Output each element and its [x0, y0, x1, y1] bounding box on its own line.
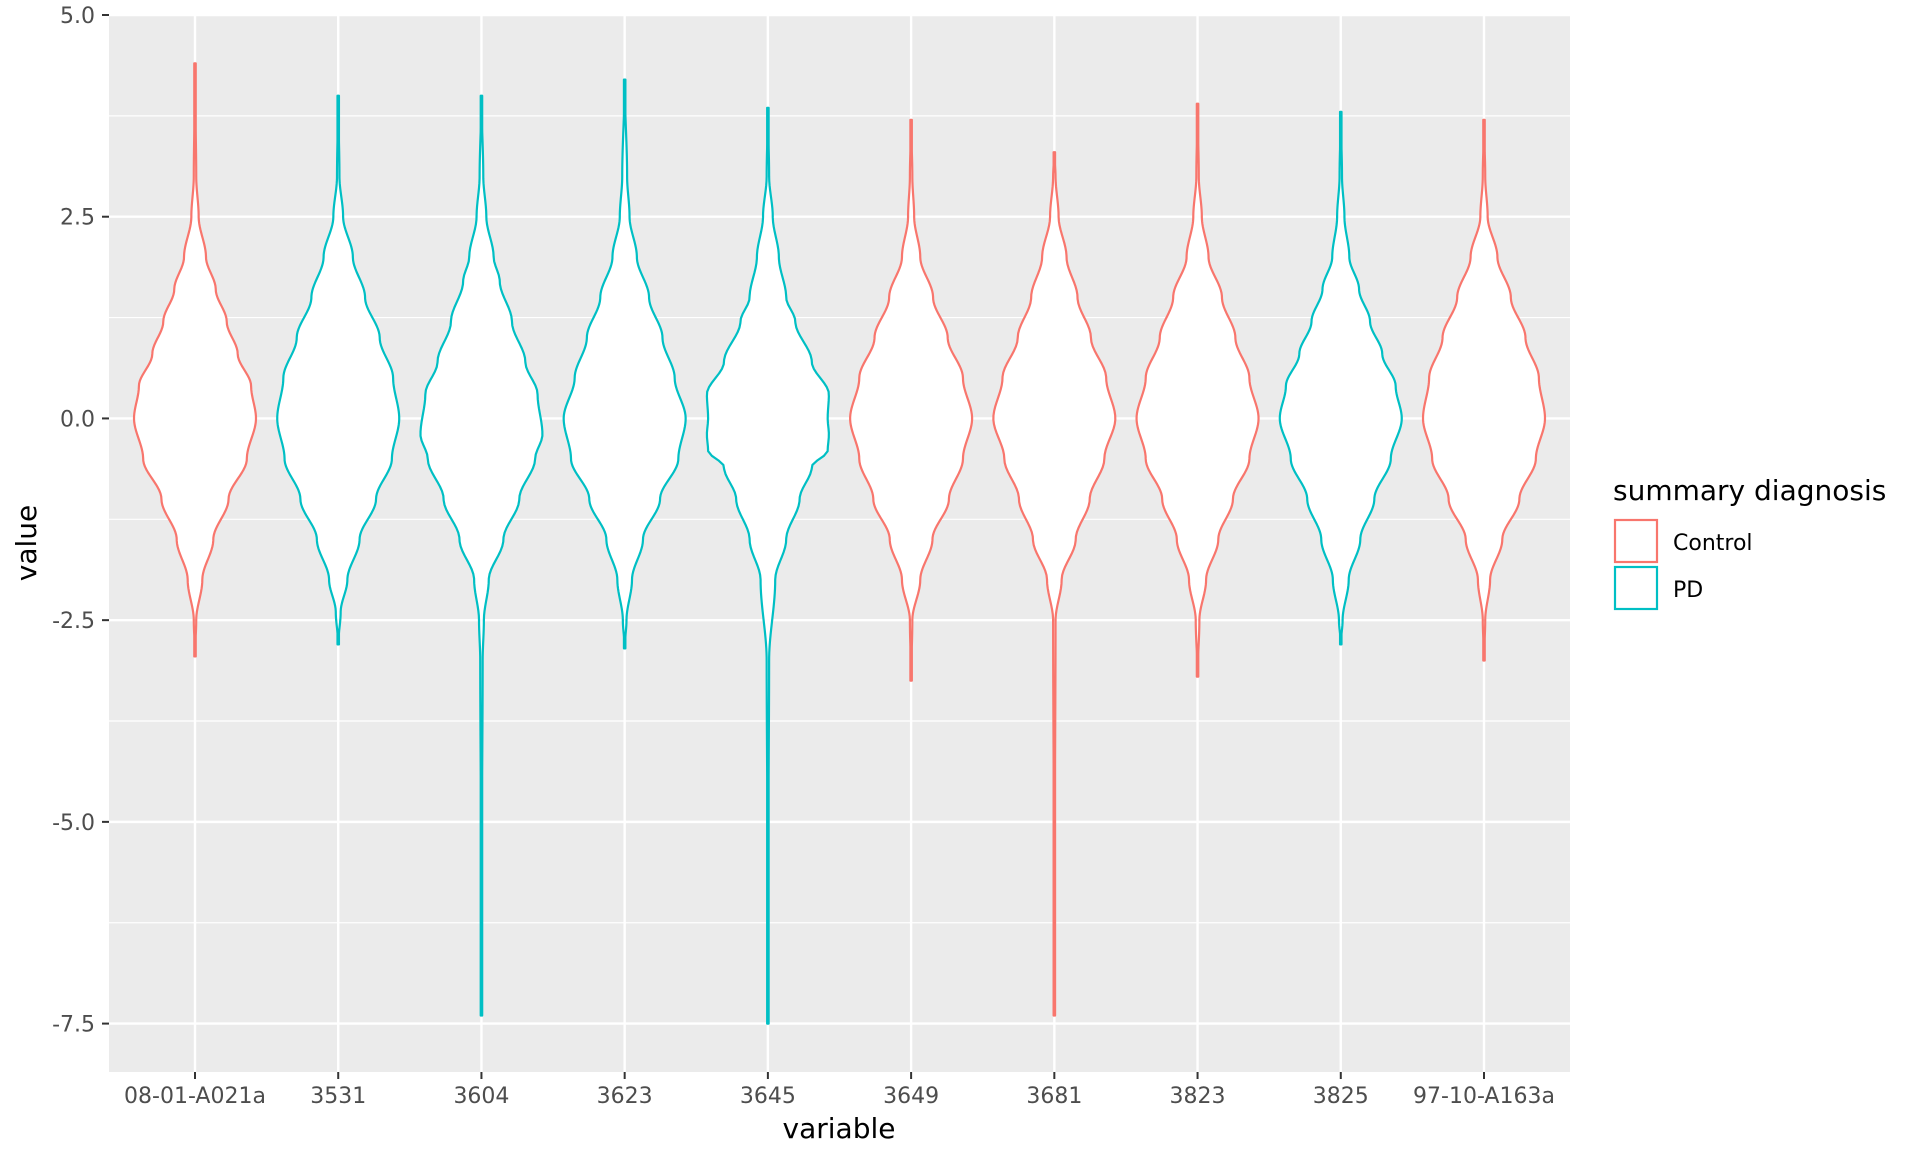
x-tick-label: 3825: [1313, 1084, 1369, 1109]
violins-layer: [132, 62, 1547, 1025]
violin-3823-control: [1135, 102, 1260, 678]
violin-3681-control: [992, 151, 1117, 1017]
x-tick-label: 3645: [740, 1084, 796, 1109]
violin-08-01-a021a-control: [132, 62, 258, 658]
y-tick-label: -7.5: [52, 1013, 95, 1038]
violin-3604-pd: [419, 94, 544, 1017]
legend-item-control: Control: [1613, 518, 1753, 564]
legend: summary diagnosis Control PD: [1613, 474, 1886, 611]
legend-label-control: Control: [1673, 531, 1753, 556]
y-tick-label: 0.0: [60, 407, 95, 432]
violin-3825-pd: [1278, 110, 1403, 646]
legend-key-control: [1613, 518, 1659, 564]
x-tick-label: 3681: [1026, 1084, 1082, 1109]
x-tick-label: 3604: [453, 1084, 509, 1109]
y-axis-title: value: [10, 505, 43, 581]
x-axis: 08-01-A021a 3531 3604 3623 3645 3649 3681 3823 3…: [124, 1072, 1555, 1109]
x-tick-label: 3649: [883, 1084, 939, 1109]
legend-key-pd: [1613, 565, 1659, 611]
violin-97-10-a163a-control: [1421, 118, 1547, 662]
y-tick-label: -2.5: [52, 609, 95, 634]
y-tick-label: 5.0: [60, 4, 95, 29]
violin-3623-pd: [562, 78, 687, 650]
legend-label-pd: PD: [1673, 578, 1703, 603]
legend-item-pd: PD: [1613, 565, 1703, 611]
violin-3531-pd: [276, 94, 401, 646]
y-axis: 5.0 2.5 0.0 -2.5 -5.0 -7.5: [52, 4, 109, 1038]
x-axis-title: variable: [783, 1112, 896, 1145]
x-tick-label: 3531: [310, 1084, 366, 1109]
x-tick-label: 08-01-A021a: [124, 1084, 266, 1109]
violin-3645-pd: [705, 106, 830, 1025]
x-tick-label: 3823: [1170, 1084, 1226, 1109]
legend-title: summary diagnosis: [1613, 474, 1886, 507]
y-tick-label: 2.5: [60, 206, 95, 231]
x-tick-label: 3623: [597, 1084, 653, 1109]
y-tick-label: -5.0: [52, 811, 95, 836]
violin-3649-control: [849, 118, 974, 682]
x-tick-label: 97-10-A163a: [1413, 1084, 1555, 1109]
